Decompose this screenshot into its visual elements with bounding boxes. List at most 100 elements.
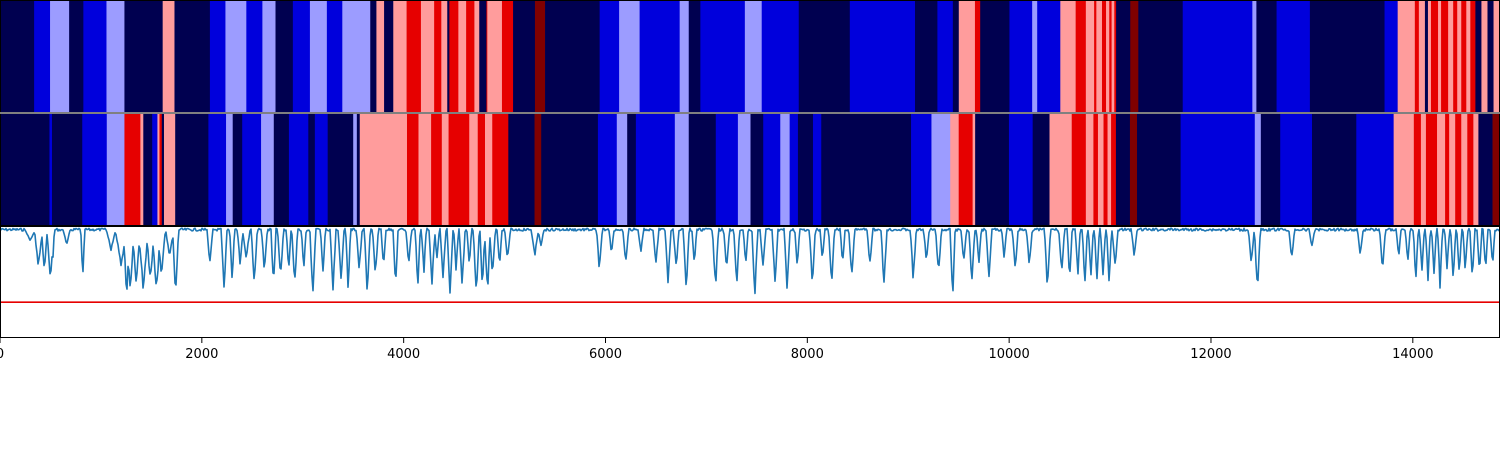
middle-band-segment <box>232 113 243 226</box>
top-band-segment <box>849 0 916 113</box>
middle-band-segment <box>143 113 153 226</box>
top-band-segment <box>974 0 981 113</box>
top-band-segment <box>376 0 385 113</box>
middle-band-segment <box>1180 113 1256 226</box>
middle-band-segment <box>1455 113 1462 226</box>
top-band-segment <box>1116 0 1131 113</box>
middle-band-segment <box>737 113 751 226</box>
top-band-segment <box>744 0 763 113</box>
middle-band-segment <box>82 113 108 226</box>
top-band-segment <box>1252 0 1257 113</box>
middle-band-segment <box>1107 113 1112 226</box>
middle-band-segment <box>175 113 209 226</box>
middle-band-segment <box>763 113 781 226</box>
top-band-segment <box>1430 0 1439 113</box>
top-band-segment <box>466 0 475 113</box>
middle-band-segment <box>1071 113 1087 226</box>
middle-band-segment <box>448 113 470 226</box>
top-band-segment <box>534 0 546 113</box>
middle-band-segment <box>715 113 739 226</box>
middle-band-segment <box>159 113 163 226</box>
middle-band-segment <box>226 113 234 226</box>
middle-band-segment <box>750 113 764 226</box>
top-band-segment <box>1427 0 1432 113</box>
top-band-segment <box>309 0 328 113</box>
middle-band-segment <box>163 113 176 226</box>
middle-band-segment <box>288 113 309 226</box>
top-band-segment <box>474 0 480 113</box>
middle-band-segment <box>1111 113 1117 226</box>
top-band-segment <box>1418 0 1426 113</box>
middle-band-segment <box>152 113 158 226</box>
top-band-segment <box>1466 0 1471 113</box>
top-band-segment <box>246 0 263 113</box>
top-band-segment <box>1493 0 1500 113</box>
top-band-segment <box>952 0 960 113</box>
top-band-segment <box>1111 0 1115 113</box>
top-band-segment <box>174 0 211 113</box>
middle-band-segment <box>485 113 493 226</box>
x-axis: 0 2000 4000 6000 8000 10000 12000 14000 <box>0 338 1433 362</box>
top-band-segment <box>1075 0 1087 113</box>
top-band-segment <box>292 0 311 113</box>
top-band-segment <box>225 0 247 113</box>
top-band-segment <box>639 0 681 113</box>
top-band-segment <box>449 0 459 113</box>
x-tick-label: 12000 <box>1190 347 1231 362</box>
top-band-segment <box>1424 0 1429 113</box>
top-band-segment <box>0 0 35 113</box>
top-band-segment <box>679 0 690 113</box>
middle-band-segment <box>242 113 262 226</box>
top-band-segment <box>275 0 294 113</box>
middle-band-segment <box>124 113 141 226</box>
top-band-segment <box>1130 0 1139 113</box>
top-band-segment <box>124 0 164 113</box>
top-band-segment <box>688 0 701 113</box>
middle-band-segment <box>477 113 486 226</box>
top-band-segment <box>406 0 422 113</box>
middle-band-segment <box>406 113 419 226</box>
top-band-segment <box>1060 0 1077 113</box>
top-band-segment <box>479 0 487 113</box>
middle-band-segment <box>1467 113 1474 226</box>
middle-band-segment <box>140 113 144 226</box>
top-band-segment <box>1481 0 1488 113</box>
top-band-segment <box>1114 0 1117 113</box>
middle-band-segment <box>1356 113 1395 226</box>
top-band-segment <box>486 0 488 113</box>
middle-band-segment <box>51 113 83 226</box>
top-band-segment <box>1109 0 1112 113</box>
middle-band-segment <box>273 113 290 226</box>
top-band-segment <box>1397 0 1416 113</box>
middle-band-segment <box>1425 113 1438 226</box>
middle-band-segment <box>431 113 443 226</box>
middle-band-segment <box>972 113 976 226</box>
top-band-segment <box>434 0 442 113</box>
middle-band-segment <box>261 113 275 226</box>
middle-band-segment <box>1478 113 1493 226</box>
top-band-segment <box>1182 0 1253 113</box>
top-band-segment <box>958 0 976 113</box>
top-band-segment <box>545 0 601 113</box>
middle-band-segment <box>373 113 408 226</box>
middle-band-segment <box>1445 113 1450 226</box>
middle-band-segment <box>1413 113 1422 226</box>
middle-band-segment <box>418 113 432 226</box>
middle-band-segment <box>1129 113 1138 226</box>
top-band-segment <box>1101 0 1107 113</box>
x-tick-label: 0 <box>0 347 4 362</box>
x-tick-label: 8000 <box>791 347 824 362</box>
top-band-segment <box>980 0 1010 113</box>
middle-band-segment <box>821 113 851 226</box>
middle-band-segment <box>1254 113 1262 226</box>
top-band-segment <box>370 0 377 113</box>
top-band-segment <box>1106 0 1110 113</box>
top-band-segment <box>1414 0 1420 113</box>
top-band-segment <box>1256 0 1277 113</box>
middle-band-segment <box>616 113 628 226</box>
top-band-segment <box>700 0 746 113</box>
middle-band-segment <box>208 113 227 226</box>
top-band-segment <box>1457 0 1462 113</box>
top-band-segment <box>441 0 448 113</box>
